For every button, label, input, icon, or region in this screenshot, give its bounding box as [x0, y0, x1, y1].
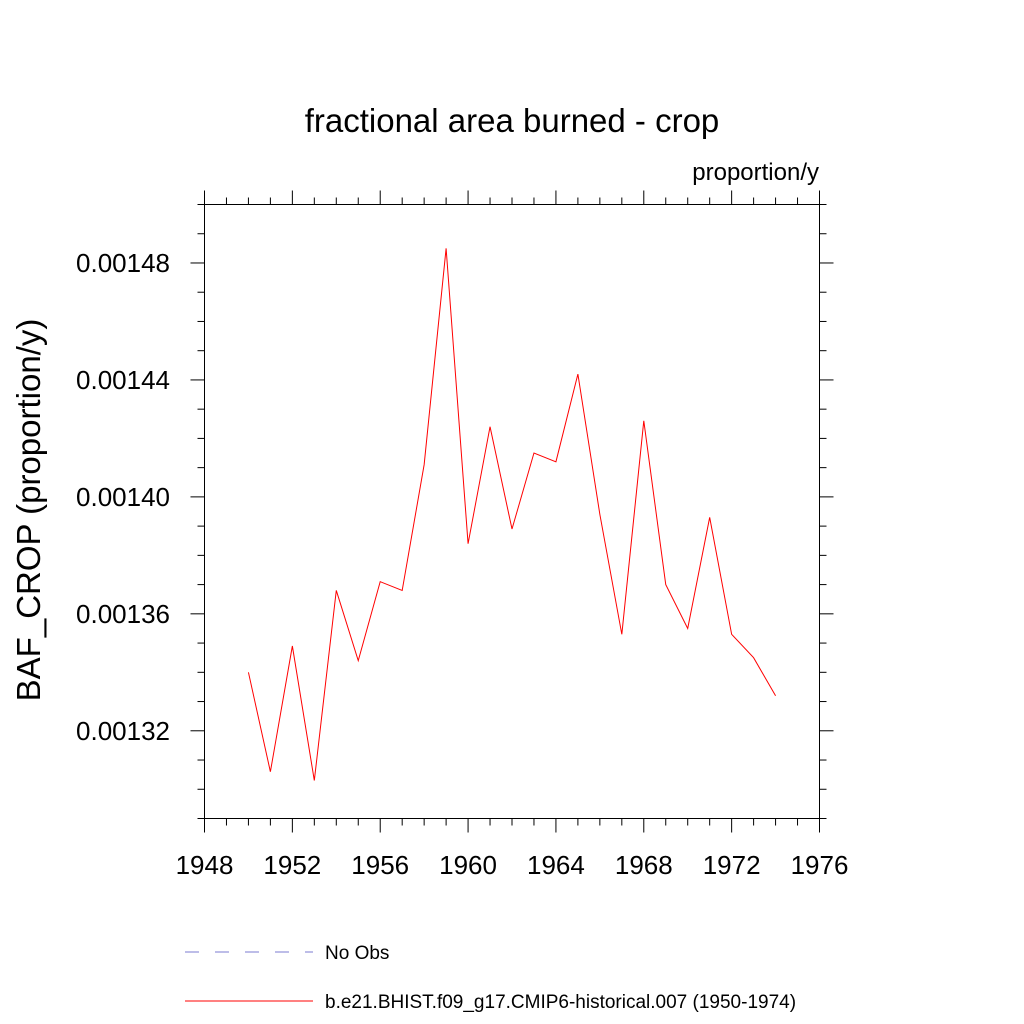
x-tick-label: 1972	[703, 850, 761, 880]
units-label: proportion/y	[692, 159, 819, 186]
series-line-1	[247, 248, 777, 781]
plot-frame	[204, 204, 820, 819]
series-group	[247, 248, 777, 781]
x-tick-label: 1976	[791, 850, 849, 880]
x-tick-label: 1964	[527, 850, 585, 880]
legend-label: No Obs	[325, 943, 389, 964]
legend-label: b.e21.BHIST.f09_g17.CMIP6-historical.007…	[325, 992, 796, 1013]
y-tick-label: 0.00136	[76, 599, 170, 629]
y-tick-labels: 0.00132 0.00136 0.00140 0.00144 0.00148	[76, 248, 170, 746]
x-tick-label: 1952	[263, 850, 321, 880]
x-tick-label: 1956	[351, 850, 409, 880]
x-tick-labels: 1948 1952 1956 1960 1964 1968 1972 1976	[176, 850, 849, 880]
legend: No Obs b.e21.BHIST.f09_g17.CMIP6-historic…	[185, 943, 796, 1013]
y-tick-label: 0.00140	[76, 482, 170, 512]
x-tick-label: 1960	[439, 850, 497, 880]
axis-ticks	[190, 190, 834, 833]
y-tick-label: 0.00148	[76, 248, 170, 278]
x-tick-label: 1968	[615, 850, 673, 880]
y-axis-label: BAF_CROP (proportion/y)	[10, 319, 47, 702]
chart-title: fractional area burned - crop	[305, 102, 720, 139]
y-tick-label: 0.00132	[76, 716, 170, 746]
x-tick-label: 1948	[176, 850, 234, 880]
y-tick-label: 0.00144	[76, 365, 170, 395]
